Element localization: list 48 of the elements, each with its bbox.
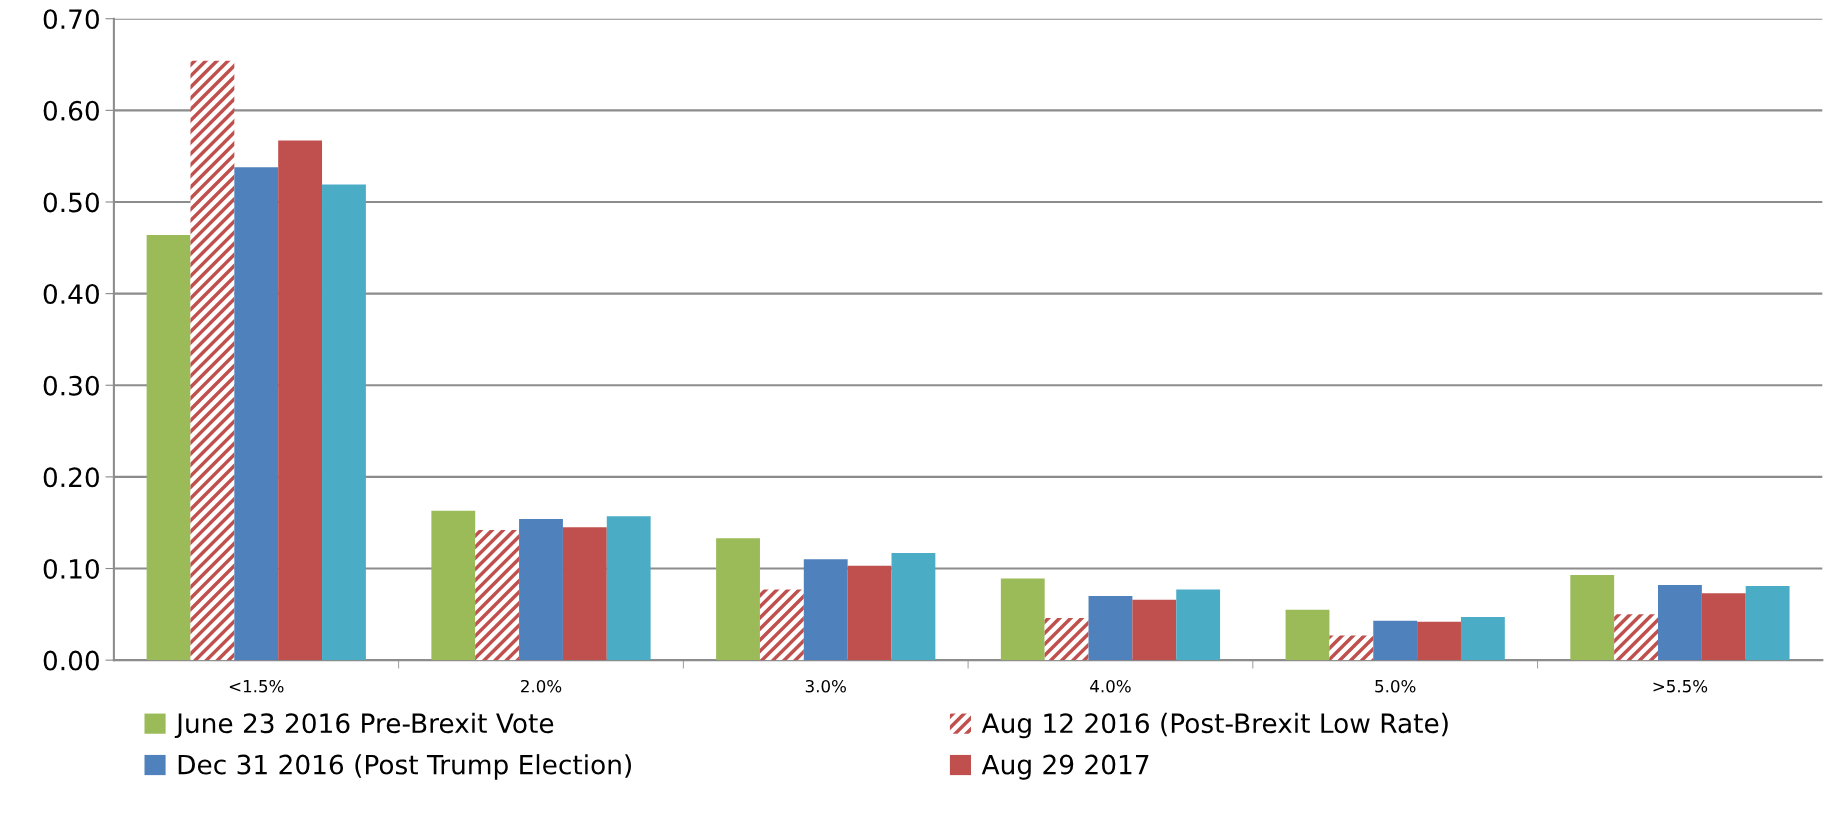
bar	[146, 234, 191, 661]
y-tick-label: 0.40	[43, 284, 99, 305]
legend-label: June 23 2016 Pre-Brexit Vote	[174, 712, 554, 739]
bar	[234, 167, 279, 661]
bar	[1329, 635, 1374, 661]
bar	[606, 516, 651, 661]
bar	[1658, 585, 1702, 661]
y-tick-label: 0.10	[43, 558, 99, 579]
bar	[431, 510, 476, 661]
bar	[803, 559, 848, 661]
bar	[1088, 596, 1133, 661]
bar	[1417, 621, 1461, 661]
y-tick-label: 0.50	[43, 192, 99, 213]
y-tick-label: 0.70	[43, 9, 99, 30]
bar	[322, 184, 366, 661]
bar	[759, 589, 804, 661]
bar	[1176, 589, 1221, 661]
bar	[891, 552, 936, 661]
legend-label: Aug 29 2017	[981, 754, 1149, 780]
x-tick-label: 4.0%	[1090, 679, 1131, 693]
bar	[1701, 593, 1746, 661]
bar	[475, 530, 520, 661]
x-tick-label: 3.0%	[805, 679, 846, 693]
bar	[1132, 599, 1177, 661]
bar	[1614, 614, 1659, 661]
bar	[1000, 578, 1045, 661]
bar	[562, 527, 607, 661]
x-tick-label: >5.5%	[1653, 679, 1708, 693]
y-tick-label: 0.00	[43, 650, 99, 671]
bar	[519, 519, 563, 661]
bar	[847, 565, 892, 661]
bar	[1745, 585, 1790, 661]
bar	[1285, 609, 1330, 661]
bar	[1044, 618, 1089, 661]
bar	[1460, 617, 1505, 661]
y-tick-label: 0.60	[43, 100, 99, 121]
y-tick-label: 0.30	[43, 375, 99, 396]
legend-label: Dec 31 2016 (Post Trump Election)	[178, 754, 631, 780]
y-tick-label: 0.20	[43, 467, 99, 488]
bar	[1373, 620, 1418, 661]
legend-label: Aug 12 2016 (Post-Brexit Low Rate)	[981, 712, 1448, 739]
x-tick-label: 2.0%	[521, 679, 562, 693]
bar	[190, 60, 235, 661]
bar	[278, 140, 323, 661]
x-tick-label: <1.5%	[229, 679, 284, 693]
bar	[1570, 574, 1615, 661]
x-tick-label: 5.0%	[1375, 679, 1416, 693]
bar	[716, 538, 760, 661]
